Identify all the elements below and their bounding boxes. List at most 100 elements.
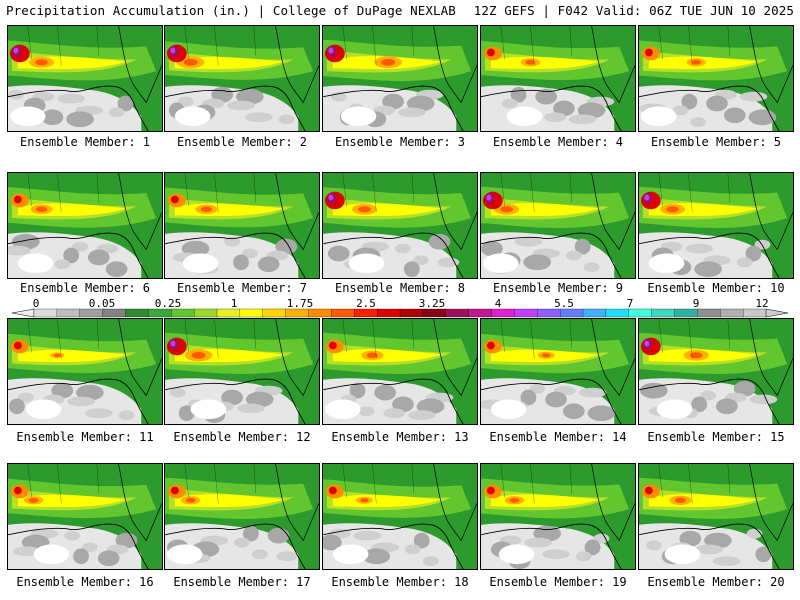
heavy-precip-core	[644, 48, 653, 57]
light-precip-patch	[584, 539, 601, 556]
ensemble-member-label: Ensemble Member: 19	[489, 575, 627, 589]
coastline	[481, 378, 622, 424]
coastline	[433, 173, 477, 251]
coastline	[433, 464, 477, 542]
state-border	[500, 173, 573, 213]
light-precip-patch	[520, 389, 537, 406]
heavy-precip-core	[170, 195, 179, 204]
light-precip-patch	[514, 236, 543, 247]
colorbar-segment	[445, 308, 470, 318]
colorbar-label: 0.25	[154, 297, 182, 310]
light-precip-patch	[713, 556, 741, 567]
light-precip-patch	[169, 387, 186, 398]
no-precip-patch	[490, 399, 527, 420]
colorbar-label: 4	[494, 297, 502, 310]
coastline	[591, 464, 635, 542]
extreme-precip-core	[328, 194, 334, 201]
light-precip-patch	[267, 527, 290, 544]
state-border	[184, 319, 257, 359]
ensemble-member-label: Ensemble Member: 12	[173, 430, 311, 444]
state-border	[27, 26, 100, 66]
state-border	[27, 173, 100, 213]
light-precip-patch	[544, 112, 566, 123]
heavy-precip-core	[36, 206, 48, 213]
no-precip-patch	[174, 106, 211, 127]
colorbar-segment	[720, 308, 744, 318]
ensemble-map-panel	[7, 463, 163, 570]
light-precip-patch	[542, 549, 570, 560]
light-precip-patch	[535, 88, 558, 105]
light-precip-patch	[327, 245, 350, 262]
ensemble-map-panel	[322, 172, 478, 279]
light-precip-patch	[236, 88, 264, 105]
ensemble-member-label: Ensemble Member: 1	[19, 135, 151, 149]
extreme-precip-core	[644, 194, 650, 201]
light-precip-patch	[723, 107, 746, 124]
no-precip-patch	[664, 544, 701, 565]
light-precip-patch	[428, 233, 451, 250]
ensemble-member-label: Ensemble Member: 2	[176, 135, 308, 149]
no-precip-patch	[166, 544, 203, 565]
coastline	[118, 464, 162, 542]
light-precip-patch	[117, 95, 134, 112]
state-border	[184, 26, 257, 66]
heavy-precip-core	[328, 486, 337, 495]
light-precip-patch	[177, 96, 194, 107]
ensemble-member-label: Ensemble Member: 7	[176, 281, 308, 295]
colorbar-segment	[148, 308, 172, 318]
coastline	[481, 232, 622, 278]
light-precip-patch	[237, 403, 265, 414]
no-precip-patch	[182, 253, 219, 274]
ensemble-map-panel	[638, 25, 794, 132]
coastline	[323, 523, 464, 569]
colorbar-segment	[79, 308, 104, 318]
precip-colorbar	[11, 308, 789, 318]
light-precip-patch	[72, 241, 88, 252]
light-precip-patch	[362, 548, 391, 565]
light-precip-patch	[105, 261, 128, 278]
state-border	[342, 464, 415, 504]
light-precip-patch	[681, 93, 698, 110]
light-precip-patch	[82, 542, 98, 553]
no-precip-patch	[506, 106, 543, 127]
state-border	[184, 464, 257, 504]
colorbar-label: 9	[692, 297, 700, 310]
light-precip-patch	[67, 396, 95, 407]
coastline	[323, 232, 464, 278]
no-precip-patch	[640, 106, 677, 127]
light-precip-patch	[412, 255, 429, 266]
light-precip-patch	[17, 392, 34, 403]
ensemble-map-panel	[164, 172, 320, 279]
extreme-precip-core	[170, 340, 176, 347]
colorbar-label: 3.25	[418, 297, 446, 310]
ensemble-map-panel	[480, 25, 636, 132]
heavy-precip-core	[381, 58, 396, 66]
coastline	[275, 319, 319, 397]
extreme-precip-core	[170, 47, 176, 54]
light-precip-patch	[733, 380, 756, 397]
light-precip-patch	[57, 93, 85, 104]
state-border	[342, 26, 415, 66]
ensemble-map-panel	[164, 463, 320, 570]
light-precip-patch	[275, 238, 298, 255]
map-title: Precipitation Accumulation (in.) | Colle…	[6, 3, 456, 18]
light-precip-patch	[242, 248, 258, 259]
heavy-precip-core	[486, 48, 495, 57]
coastline	[118, 173, 162, 251]
light-precip-patch	[85, 408, 113, 419]
colorbar-segment	[514, 308, 538, 318]
light-precip-patch	[704, 532, 732, 549]
light-precip-patch	[748, 109, 777, 126]
light-precip-patch	[358, 406, 375, 417]
coastline	[275, 173, 319, 251]
no-precip-patch	[9, 106, 46, 127]
colorbar-segment	[285, 308, 309, 318]
light-precip-patch	[755, 546, 772, 563]
light-precip-patch	[523, 254, 552, 271]
light-precip-patch	[108, 107, 125, 118]
colorbar-segment	[354, 308, 378, 318]
precip-band-core	[490, 56, 600, 70]
light-precip-patch	[12, 546, 41, 557]
light-precip-patch	[398, 107, 426, 118]
coastline	[591, 173, 635, 251]
